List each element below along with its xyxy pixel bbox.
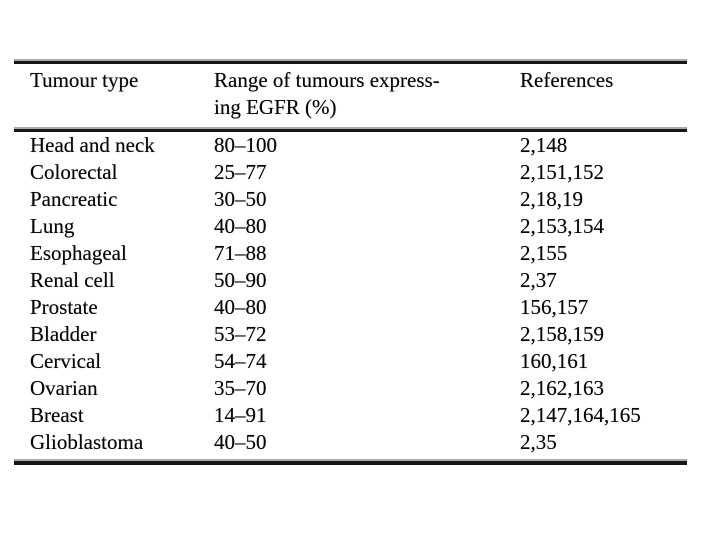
references-cell: 2,162,163: [520, 376, 604, 400]
tumour-type-cell: Renal cell: [30, 268, 115, 292]
tumour-type-cell: Colorectal: [30, 160, 118, 184]
tumour-type-cell: Glioblastoma: [30, 430, 144, 454]
tumour-type-cell: Head and neck: [30, 133, 155, 157]
table-row: Head and neck 80–100 2,148: [14, 132, 687, 159]
tumour-type-cell: Bladder: [30, 322, 97, 346]
egfr-range-cell: 40–50: [214, 430, 267, 454]
table-row: Colorectal 25–77 2,151,152: [14, 159, 687, 186]
tumour-type-cell: Breast: [30, 403, 84, 427]
tumour-type-cell: Prostate: [30, 295, 98, 319]
table-header-rule: [14, 127, 687, 132]
references-cell: 160,161: [520, 349, 589, 373]
references-cell: 2,153,154: [520, 214, 604, 238]
table-row: Glioblastoma 40–50 2,35: [14, 429, 687, 456]
egfr-range-cell: 25–77: [214, 160, 267, 184]
egfr-range-cell: 40–80: [214, 295, 267, 319]
egfr-range-cell: 53–72: [214, 322, 267, 346]
table-header-row: Tumour type Range of tumours express- in…: [14, 64, 687, 127]
table-row: Breast 14–91 2,147,164,165: [14, 402, 687, 429]
references-cell: 2,155: [520, 241, 568, 265]
tumour-type-cell: Lung: [30, 214, 75, 238]
table-row: Lung 40–80 2,153,154: [14, 213, 687, 240]
egfr-range-cell: 71–88: [214, 241, 267, 265]
table-row: Renal cell 50–90 2,37: [14, 267, 687, 294]
references-cell: 2,18,19: [520, 187, 583, 211]
egfr-expression-table: Tumour type Range of tumours express- in…: [14, 59, 687, 465]
tumour-type-cell: Cervical: [30, 349, 102, 373]
egfr-range-cell: 40–80: [214, 214, 267, 238]
references-cell: 2,151,152: [520, 160, 604, 184]
references-cell: 2,148: [520, 133, 568, 157]
table-row: Bladder 53–72 2,158,159: [14, 321, 687, 348]
table-row: Prostate 40–80 156,157: [14, 294, 687, 321]
table-row: Cervical 54–74 160,161: [14, 348, 687, 375]
header-egfr-range-line1: Range of tumours express-: [214, 68, 440, 92]
table-row: Esophageal 71–88 2,155: [14, 240, 687, 267]
table-bottom-rule: [14, 459, 687, 465]
header-references: References: [520, 68, 614, 92]
references-cell: 2,147,164,165: [520, 403, 641, 427]
table-row: Ovarian 35–70 2,162,163: [14, 375, 687, 402]
egfr-range-cell: 50–90: [214, 268, 267, 292]
header-tumour-type: Tumour type: [30, 68, 139, 92]
table-row: Pancreatic 30–50 2,18,19: [14, 186, 687, 213]
header-egfr-range: Range of tumours express- ing EGFR (%): [214, 67, 520, 121]
egfr-range-cell: 54–74: [214, 349, 267, 373]
tumour-type-cell: Pancreatic: [30, 187, 118, 211]
tumour-type-cell: Ovarian: [30, 376, 98, 400]
egfr-range-cell: 35–70: [214, 376, 267, 400]
table-top-rule: [14, 59, 687, 64]
references-cell: 2,158,159: [520, 322, 604, 346]
egfr-range-cell: 14–91: [214, 403, 267, 427]
egfr-range-cell: 80–100: [214, 133, 277, 157]
references-cell: 156,157: [520, 295, 589, 319]
header-egfr-range-line2: ing EGFR (%): [214, 95, 337, 119]
references-cell: 2,37: [520, 268, 557, 292]
tumour-type-cell: Esophageal: [30, 241, 127, 265]
egfr-range-cell: 30–50: [214, 187, 267, 211]
references-cell: 2,35: [520, 430, 557, 454]
